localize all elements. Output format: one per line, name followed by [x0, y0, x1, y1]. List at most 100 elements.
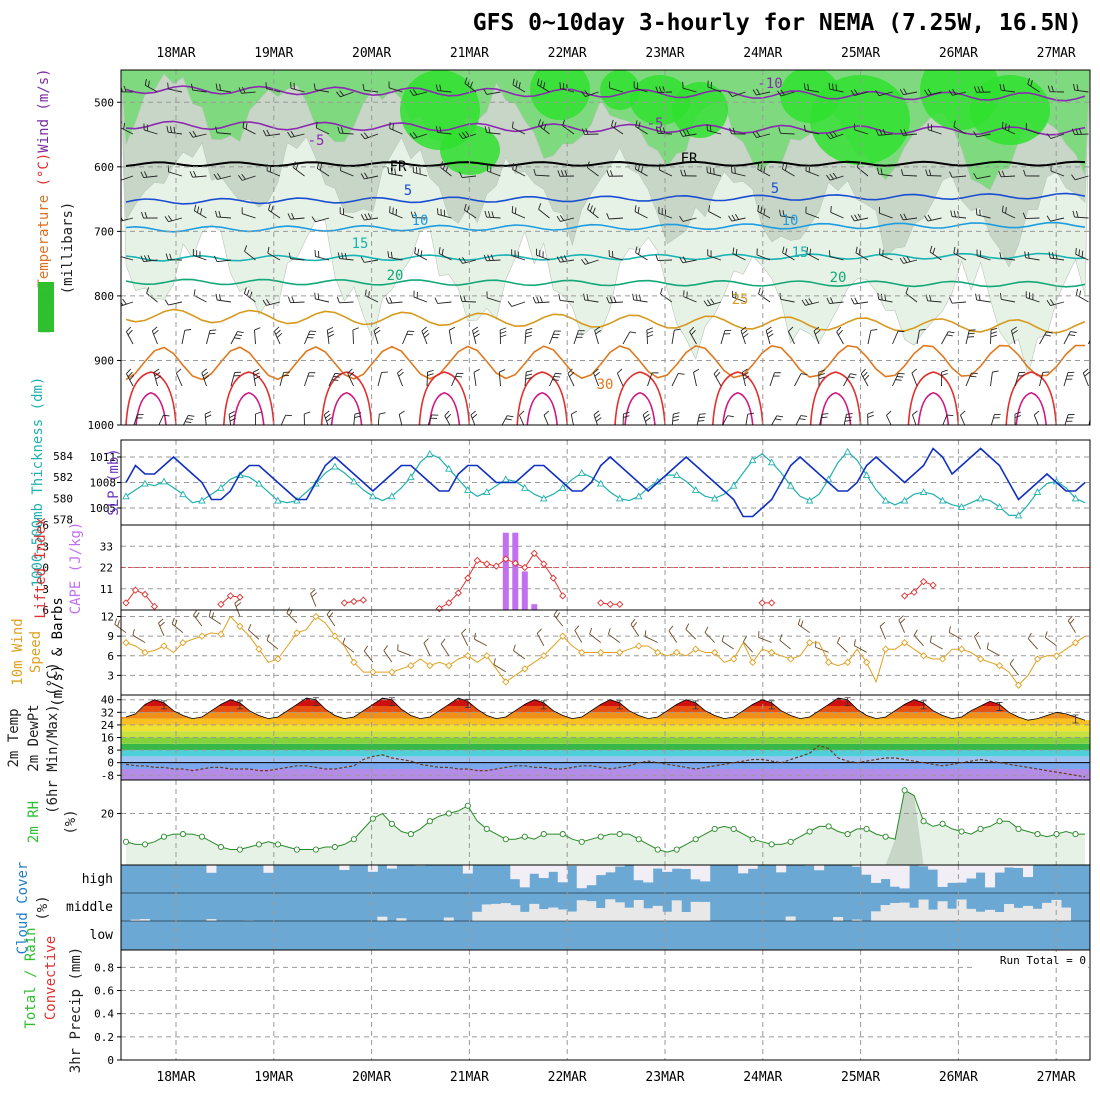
wind-barb [1025, 123, 1040, 135]
wind-barb [581, 90, 599, 97]
wind-speed-point [331, 632, 339, 640]
temperature-band [121, 712, 1090, 719]
wind-barb [658, 163, 673, 177]
wind-barb [729, 127, 746, 135]
wind-barb [1063, 371, 1075, 387]
wind-barb [953, 246, 967, 261]
y-tick-label: 22 [100, 562, 113, 575]
wind-speed-point [711, 648, 719, 657]
rh-point [844, 831, 851, 838]
li-point [549, 574, 557, 582]
isotherm-loop [907, 371, 960, 425]
wind-barb [1071, 174, 1089, 181]
wind-barb [899, 88, 918, 96]
axis-label-part: (m/s) [36, 68, 52, 119]
middle-cloud-gap [586, 901, 597, 921]
wind-barb [756, 248, 771, 261]
wind-barb [336, 90, 354, 98]
rh-point [654, 846, 661, 853]
middle-cloud-gap [909, 907, 920, 921]
middle-cloud-gap [1042, 902, 1053, 921]
wind-barb [352, 327, 359, 345]
wind-barb [164, 299, 183, 306]
wind-barb [153, 368, 162, 387]
li-point [910, 588, 918, 596]
rh-point [293, 846, 300, 853]
high-cloud-gap [548, 865, 559, 872]
wind-barb [589, 627, 602, 643]
middle-cloud-gap [852, 919, 863, 921]
y-tick-label: 1008 [90, 477, 117, 490]
rh-area-high [885, 790, 924, 865]
middle-cloud-gap [633, 899, 644, 921]
wind-barb [850, 297, 869, 305]
thickness-point [767, 458, 776, 466]
wind-barb [642, 410, 651, 425]
li-point [359, 596, 368, 604]
isotherm-line [125, 192, 1086, 205]
wind-barb [287, 212, 305, 220]
wind-barb [850, 213, 869, 222]
wind-barb [557, 170, 575, 177]
rh-point [521, 833, 528, 840]
wind-barb [875, 90, 893, 97]
isotherm-loop [1015, 391, 1047, 425]
temp-unit-label: (6hr Min/Max) (°C) [45, 662, 61, 814]
rh-point [578, 838, 585, 845]
wind-barb [182, 414, 195, 425]
wind-barb [166, 125, 183, 135]
li-point [900, 592, 909, 600]
wind-barb [288, 252, 305, 261]
temperature-band [121, 699, 1090, 707]
wind-barb [537, 78, 550, 93]
wind-barb [315, 121, 330, 135]
wind-barb [464, 203, 477, 219]
wind-speed-point [824, 658, 833, 666]
wind-barb [141, 211, 158, 219]
thickness-point [540, 494, 548, 502]
minmax-marker [236, 700, 243, 710]
wind-barb [900, 129, 918, 136]
wind-speed-point [464, 652, 472, 660]
middle-cloud-gap [975, 911, 986, 921]
wind-barb [911, 368, 918, 387]
wind-barb [875, 128, 893, 136]
high-cloud-gap [871, 865, 882, 883]
wind-barb [722, 415, 734, 425]
minmax-marker [692, 700, 699, 710]
high-cloud-gap [576, 865, 587, 889]
isotherm-line [125, 221, 1086, 233]
wind-barb [337, 252, 354, 261]
middle-cloud-gap [1061, 907, 1072, 921]
rh2m-axis-label: 2m RH [26, 801, 42, 843]
rh-area [126, 790, 1085, 865]
middle-cloud-gap [643, 908, 654, 921]
thickness-point [255, 479, 263, 487]
rh-point [597, 833, 604, 840]
cape-bar [502, 532, 509, 610]
temperature-line [125, 697, 1086, 721]
wind-barb [248, 623, 260, 640]
contour-label: 20 [830, 270, 847, 286]
wind-barb [140, 171, 158, 179]
wind-barb [313, 83, 330, 93]
li-point [597, 599, 605, 607]
rh-high-area [672, 82, 728, 138]
middle-cloud-gap [880, 905, 891, 921]
y-tick-label: -6 [36, 519, 49, 532]
rh-axis-label: RH (%) [38, 283, 54, 334]
high-cloud-gap [662, 865, 673, 872]
wind-barb [975, 293, 991, 303]
wind-barb [720, 329, 732, 345]
high-cloud-gap [966, 865, 977, 879]
date-label: 24MAR [743, 1070, 782, 1085]
middle-cloud-gap [481, 904, 492, 921]
y-tick-label: 9 [107, 630, 114, 643]
rh-point [711, 825, 718, 832]
slp-line [125, 447, 1086, 518]
high-cloud-gap [386, 865, 397, 869]
wind-barb [473, 368, 480, 387]
wind-barb [511, 206, 526, 219]
wind-barb [513, 644, 526, 660]
wind-barb [337, 126, 354, 135]
